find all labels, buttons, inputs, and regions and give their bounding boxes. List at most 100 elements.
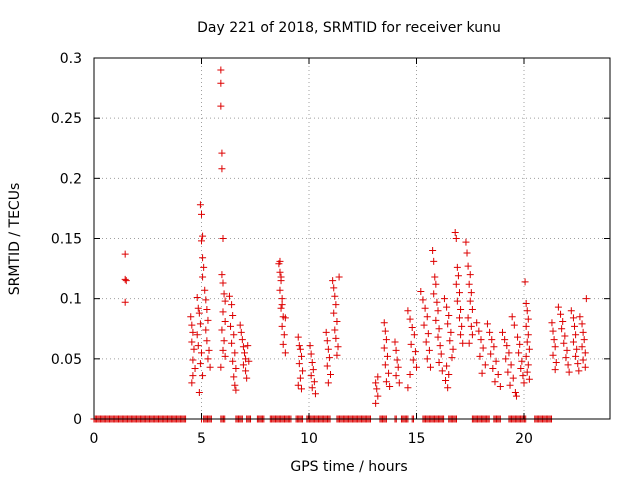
data-point <box>219 235 227 242</box>
data-point <box>196 320 204 328</box>
data-point <box>507 361 515 369</box>
data-point <box>331 326 339 334</box>
data-point <box>299 367 307 375</box>
data-point <box>436 342 444 350</box>
x-tick-label: 15 <box>408 431 426 447</box>
data-point <box>188 321 196 329</box>
data-point <box>446 337 454 345</box>
data-point <box>218 149 226 157</box>
data-point <box>372 379 380 387</box>
data-point <box>276 268 284 276</box>
data-point <box>582 295 590 303</box>
data-point <box>581 363 589 371</box>
data-point <box>219 308 227 316</box>
data-point <box>188 338 196 346</box>
data-point <box>496 383 504 391</box>
data-point <box>220 337 228 345</box>
data-point <box>195 389 203 397</box>
data-point <box>551 366 559 374</box>
data-point <box>447 328 455 336</box>
data-point <box>243 374 251 382</box>
data-point <box>230 331 238 339</box>
data-point <box>489 364 497 372</box>
data-point <box>569 338 577 346</box>
data-point <box>277 273 285 281</box>
data-point <box>487 350 495 358</box>
data-point <box>404 307 412 315</box>
data-point <box>219 279 227 287</box>
data-point <box>380 344 388 352</box>
data-point <box>466 271 474 279</box>
data-point <box>465 280 473 288</box>
data-point <box>559 318 567 326</box>
data-point <box>386 383 394 391</box>
data-point <box>295 342 303 350</box>
data-point <box>323 337 331 345</box>
data-point <box>245 357 253 365</box>
data-point <box>423 355 431 363</box>
data-point <box>437 350 445 358</box>
data-point <box>230 373 238 381</box>
data-point <box>276 257 284 265</box>
data-point <box>464 314 472 322</box>
data-point <box>225 292 233 300</box>
data-point <box>560 339 568 347</box>
data-point <box>517 364 525 372</box>
data-point <box>581 349 589 357</box>
data-point <box>203 337 211 345</box>
data-point <box>551 343 559 351</box>
data-point <box>453 263 461 271</box>
data-point <box>467 289 475 297</box>
data-point <box>571 322 579 330</box>
data-point <box>393 356 401 364</box>
y-tick-label: 0.25 <box>51 111 82 127</box>
data-point <box>372 399 380 407</box>
axis-ticks: 0 5 10 15 20 0 0.05 0.1 0.15 0.2 0.25 0.3 <box>51 51 610 447</box>
data-point <box>198 349 205 357</box>
data-point <box>408 324 416 332</box>
data-point <box>524 361 532 369</box>
data-point <box>323 362 331 370</box>
x-tick-label: 0 <box>90 431 99 447</box>
data-point <box>221 297 229 305</box>
y-tick-label: 0.2 <box>60 171 82 187</box>
data-point <box>199 273 207 281</box>
data-point <box>505 349 513 357</box>
data-point <box>417 287 425 295</box>
data-point <box>189 372 197 380</box>
data-point <box>579 356 587 364</box>
data-point <box>221 352 229 360</box>
data-point <box>332 334 340 342</box>
data-point <box>576 313 584 321</box>
data-point <box>564 361 572 369</box>
y-tick-label: 0.1 <box>60 292 82 308</box>
y-tick-label: 0.15 <box>51 232 82 248</box>
data-point <box>324 345 332 353</box>
data-point <box>217 363 225 371</box>
data-point <box>198 210 205 218</box>
x-tick-label: 5 <box>197 431 206 447</box>
data-point <box>456 314 463 322</box>
data-point <box>549 327 557 335</box>
data-point <box>232 364 240 372</box>
data-point <box>445 370 453 378</box>
data-point <box>311 390 319 398</box>
data-point <box>199 254 207 262</box>
data-point <box>561 332 569 340</box>
data-point <box>578 343 586 351</box>
data-point <box>519 372 527 380</box>
data-point <box>476 352 484 360</box>
data-point <box>494 370 502 378</box>
data-point <box>218 271 226 279</box>
data-point <box>239 343 247 351</box>
data-point <box>580 336 588 344</box>
data-point <box>444 384 452 392</box>
data-point <box>205 346 213 354</box>
data-point <box>201 286 209 294</box>
data-point <box>504 368 512 376</box>
data-point <box>573 345 581 353</box>
data-point <box>330 284 338 292</box>
data-point <box>457 331 465 339</box>
data-point <box>549 351 557 359</box>
data-point <box>220 290 228 298</box>
